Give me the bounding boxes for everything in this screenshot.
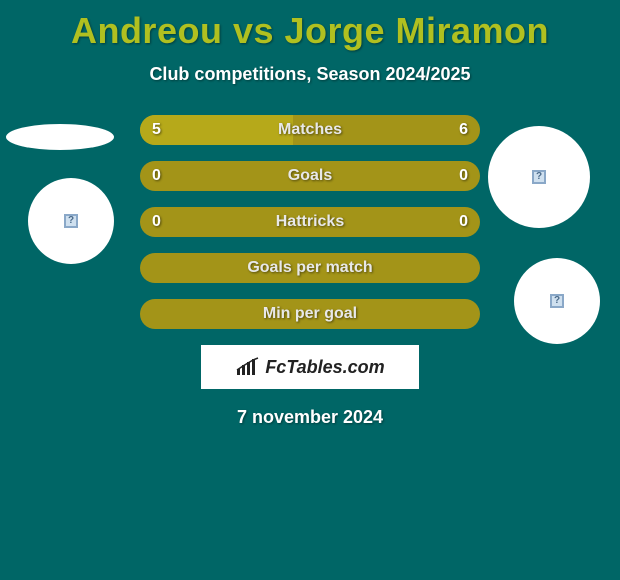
- stat-row-hattricks: 0 Hattricks 0: [140, 207, 480, 237]
- stat-row-gpm: Goals per match: [140, 253, 480, 283]
- chart-icon: [235, 357, 261, 377]
- stat-label: Min per goal: [263, 305, 357, 323]
- stat-label: Matches: [278, 121, 342, 139]
- date-text: 7 november 2024: [0, 407, 620, 428]
- stat-left-value: 5: [152, 121, 161, 139]
- stat-left-value: 0: [152, 167, 161, 185]
- stats-panel: 5 Matches 6 0 Goals 0 0 Hattricks 0 Goal…: [0, 115, 620, 428]
- stat-row-goals: 0 Goals 0: [140, 161, 480, 191]
- stat-right-value: 6: [459, 121, 468, 139]
- stat-left-value: 0: [152, 213, 161, 231]
- logo-box: FcTables.com: [201, 345, 419, 389]
- stat-right-value: 0: [459, 213, 468, 231]
- page-title: Andreou vs Jorge Miramon: [0, 0, 620, 52]
- stat-row-mpg: Min per goal: [140, 299, 480, 329]
- stat-row-matches: 5 Matches 6: [140, 115, 480, 145]
- logo-text: FcTables.com: [265, 357, 384, 378]
- stat-label: Hattricks: [276, 213, 344, 231]
- logo: FcTables.com: [235, 357, 384, 378]
- stat-right-value: 0: [459, 167, 468, 185]
- stat-label: Goals: [288, 167, 332, 185]
- stat-label: Goals per match: [247, 259, 372, 277]
- stat-fill-left: [140, 115, 293, 145]
- subtitle: Club competitions, Season 2024/2025: [0, 64, 620, 85]
